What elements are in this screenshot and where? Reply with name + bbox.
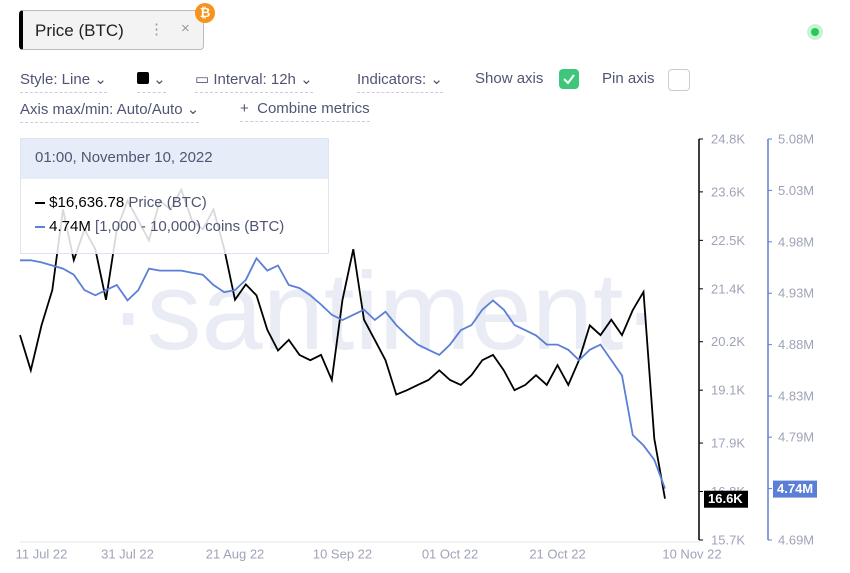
y2-tick-label: 5.03M — [778, 183, 814, 198]
tooltip-name: Price (BTC) — [128, 194, 207, 211]
status — [807, 24, 823, 40]
y2-tick-label: 4.83M — [778, 388, 814, 403]
current-value-label: 4.74M — [777, 481, 813, 496]
y-tick-label: 21.4K — [711, 281, 745, 296]
y2-tick-label: 4.93M — [778, 286, 814, 301]
close-icon[interactable]: × — [181, 20, 190, 37]
tooltip-name: [1,000 - 10,000) coins (BTC) — [95, 218, 285, 235]
current-value-label: 16.6K — [708, 491, 743, 506]
tooltip: 01:00, November 10, 2022 $16,636.78 Pric… — [20, 138, 329, 254]
indicators-label: Indicators: — [357, 71, 427, 88]
series-line — [20, 256, 666, 489]
axis-minmax-label: Axis max/min: Auto/Auto — [20, 101, 183, 118]
y-tick-label: 22.5K — [711, 233, 745, 248]
metric-tab[interactable]: Price (BTC) ⋮ × — [19, 10, 204, 50]
tooltip-value: $16,636.78 — [49, 194, 125, 211]
pin-axis[interactable]: Pin axis — [602, 70, 655, 87]
y2-tick-label: 4.79M — [778, 430, 814, 445]
combine[interactable]: + Combine metrics — [240, 100, 370, 122]
combine-label: Combine metrics — [257, 100, 370, 117]
show-axis-checkbox[interactable] — [559, 69, 579, 89]
y-tick-label: 19.1K — [711, 383, 745, 398]
show-axis[interactable]: Show axis — [475, 70, 544, 87]
y2-tick-label: 4.69M — [778, 532, 814, 547]
x-tick-label: 21 Aug 22 — [206, 546, 265, 561]
btc-icon: ₿ — [195, 3, 215, 23]
pin-axis-checkbox[interactable] — [668, 69, 690, 91]
metric-name: Price (BTC) — [35, 21, 124, 40]
x-tick-label: 21 Oct 22 — [529, 546, 585, 561]
x-tick-label: 31 Jul 22 — [101, 546, 154, 561]
x-tick-label: 11 Jul 22 — [16, 546, 68, 561]
style: Style: Line — [20, 71, 91, 88]
y-tick-label: 24.8K — [711, 131, 745, 146]
tooltip-date: 01:00, November 10, 2022 — [21, 139, 328, 179]
tooltip-value: 4.74M — [49, 218, 91, 235]
indicators[interactable]: Indicators: ⌄ — [357, 70, 443, 93]
y-tick-label: 17.9K — [711, 435, 745, 450]
menu-icon[interactable]: ⋮ — [149, 21, 164, 38]
interval-select[interactable]: ▭ Interval: 12h ⌄ — [195, 70, 313, 93]
x-tick-label: 01 Oct 22 — [422, 546, 478, 561]
style-select[interactable]: Style: Line ⌄ — [20, 70, 107, 93]
color-select[interactable]: ⌄ — [137, 70, 166, 93]
axis-minmax[interactable]: Axis max/min: Auto/Auto ⌄ — [20, 100, 200, 123]
y2-tick-label: 5.08M — [778, 131, 814, 146]
y-tick-label: 20.2K — [711, 334, 745, 349]
y-tick-label: 23.6K — [711, 184, 745, 199]
x-tick-label: 10 Sep 22 — [313, 546, 372, 561]
y2-tick-label: 4.98M — [778, 234, 814, 249]
x-tick-label: 10 Nov 22 — [662, 546, 721, 561]
y-tick-label: 15.7K — [711, 532, 745, 547]
current-value-tag — [773, 480, 817, 498]
current-value-tag — [704, 490, 748, 508]
interval: Interval: 12h — [213, 71, 296, 88]
y2-tick-label: 4.88M — [778, 337, 814, 352]
